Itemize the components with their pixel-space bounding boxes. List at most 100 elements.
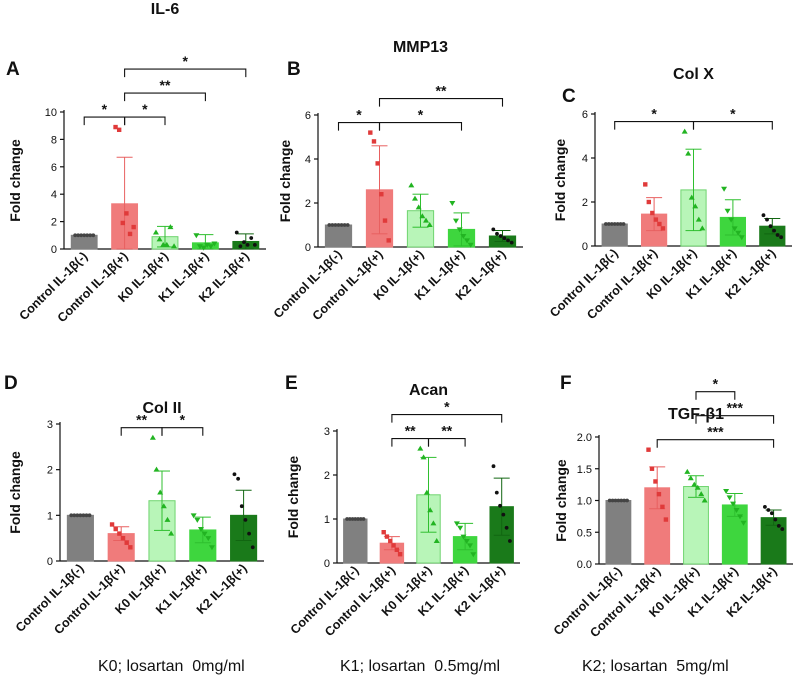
data-point: [643, 182, 648, 187]
footer-legend-k1: K1; losartan 0.5mg/ml: [340, 658, 501, 675]
data-point: [427, 507, 434, 513]
significance-bracket: [378, 98, 504, 107]
y-tick-label: 6: [51, 162, 57, 174]
y-tick-label: 0: [324, 558, 330, 570]
significance-label: **: [136, 412, 147, 428]
data-point: [152, 229, 159, 235]
data-point: [507, 539, 512, 543]
data-point: [356, 517, 360, 521]
data-point: [694, 484, 701, 490]
data-point: [397, 552, 403, 557]
data-point: [408, 182, 415, 188]
data-point: [721, 186, 728, 192]
x-tick-label: Control IL-1β(-): [551, 564, 625, 638]
data-point: [149, 434, 156, 440]
data-point: [730, 501, 737, 507]
data-point: [460, 534, 467, 540]
data-point: [167, 224, 174, 230]
data-point: [653, 479, 658, 484]
data-point: [606, 222, 611, 226]
data-point: [612, 222, 617, 226]
data-point: [252, 242, 257, 247]
data-point: [426, 222, 433, 227]
significance-bracket: [427, 438, 466, 447]
data-point: [171, 243, 178, 249]
data-point: [157, 489, 164, 495]
data-point: [733, 508, 740, 514]
bar-1: [601, 223, 628, 247]
data-point: [430, 520, 437, 526]
panel-d: D Col II Fold change 0 1 2 3 Control IL-1β(-)Co…: [4, 373, 264, 637]
data-point: [379, 192, 384, 197]
significance-bracket: [656, 439, 775, 448]
y-axis-label: Fold change: [7, 139, 23, 222]
data-point: [509, 240, 514, 245]
y-axis-label: Fold change: [552, 139, 568, 222]
data-point: [131, 224, 136, 230]
data-point: [467, 242, 474, 248]
data-point: [649, 466, 655, 471]
data-point: [735, 230, 742, 236]
y-tick-label: 2: [305, 198, 311, 210]
chart-title: Col X: [673, 66, 714, 83]
y-tick-label: 2: [324, 470, 330, 482]
data-point: [467, 543, 474, 549]
significance-bracket: [391, 414, 503, 423]
data-point: [345, 223, 350, 227]
data-point: [388, 538, 393, 544]
data-point: [109, 522, 115, 527]
data-point: [423, 489, 430, 495]
data-point: [449, 201, 456, 206]
data-point: [350, 517, 355, 521]
bar-1: [343, 518, 368, 564]
data-point: [208, 545, 215, 551]
panel-letter: E: [285, 373, 298, 394]
data-point: [701, 497, 708, 503]
data-point: [205, 536, 212, 542]
data-point: [358, 517, 363, 521]
data-point: [653, 217, 659, 222]
data-point: [247, 531, 251, 536]
data-point: [699, 225, 706, 231]
data-point: [76, 233, 81, 238]
data-point: [197, 527, 204, 533]
data-point: [386, 238, 391, 243]
y-tick-label: 10: [45, 107, 57, 119]
data-point: [740, 520, 747, 526]
panel-letter: A: [6, 59, 20, 80]
data-point: [239, 504, 244, 509]
data-point: [470, 552, 477, 558]
data-point: [194, 517, 201, 523]
data-point: [160, 503, 167, 509]
panel-letter: D: [4, 373, 18, 394]
y-tick-label: 2: [51, 217, 57, 229]
y-tick-label: 8: [51, 134, 57, 146]
significance-bracket: [378, 122, 463, 131]
significance-bracket: [695, 391, 736, 400]
panel-f: F TGF-β1 Fold change 0.0 0.5 1.0 1.5 2.0 Control…: [551, 373, 793, 640]
panel-letter: C: [562, 86, 576, 107]
data-point: [656, 491, 662, 497]
data-point: [69, 513, 74, 518]
bar-1: [66, 514, 94, 562]
x-tick-label: Control IL-1β(+): [55, 249, 131, 325]
data-point: [616, 498, 621, 503]
data-point: [504, 525, 509, 530]
panel-b: B MMP13 Fold change 0 2 4 6 Control IL-1β(-)Con…: [271, 39, 523, 323]
data-point: [190, 513, 197, 519]
data-point: [692, 203, 699, 209]
data-point: [684, 468, 691, 474]
data-point: [779, 235, 784, 240]
data-point: [646, 199, 652, 205]
x-tick-label: Control IL-1β(+): [51, 561, 127, 637]
y-axis-label: Fold change: [7, 451, 23, 534]
data-point: [382, 218, 388, 223]
data-point: [506, 238, 510, 243]
data-point: [250, 545, 255, 550]
data-point: [494, 490, 499, 495]
data-point: [72, 513, 77, 518]
data-point: [128, 545, 133, 550]
data-point: [345, 517, 350, 521]
data-point: [457, 525, 464, 531]
data-point: [234, 230, 239, 235]
